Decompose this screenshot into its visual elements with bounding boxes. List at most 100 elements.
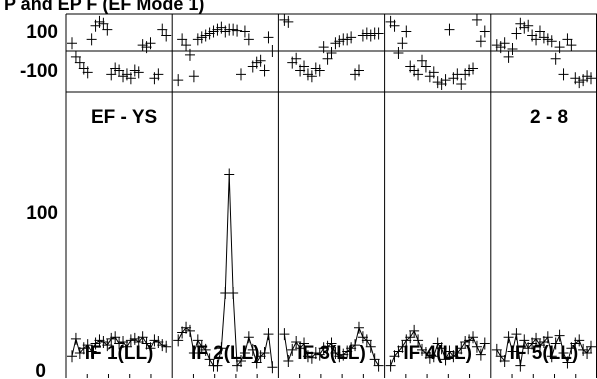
phase-point [353, 64, 364, 77]
phase-point [346, 31, 357, 44]
amplitude-point [566, 342, 577, 355]
phase-point [177, 33, 188, 46]
amplitude-point [188, 347, 199, 360]
amplitude-point [413, 334, 424, 347]
amplitude-point [161, 340, 172, 353]
phase-point [432, 76, 443, 89]
phase-point [389, 19, 400, 32]
amplitude-point [239, 347, 250, 360]
amplitude-point [365, 340, 376, 353]
amplitude-point [436, 342, 447, 355]
phase-point [420, 60, 431, 73]
phase-point [334, 35, 345, 48]
amplitude-point [558, 347, 569, 360]
phase-point [110, 62, 121, 75]
amplitude-point [499, 354, 510, 367]
phase-point [153, 68, 164, 81]
phase-point [173, 74, 184, 87]
amplitude-point [475, 348, 486, 361]
amplitude-point [74, 347, 85, 360]
amplitude-point [330, 347, 341, 360]
phase-point [464, 64, 475, 77]
phase-point [507, 43, 518, 56]
phase-point [538, 31, 549, 44]
amplitude-point [562, 356, 573, 369]
top-ytick-lower: -100 [20, 61, 58, 82]
amplitude-point [78, 342, 89, 355]
amplitude-point [204, 353, 215, 366]
amplitude-point [519, 334, 530, 347]
amplitude-point [385, 359, 396, 372]
top-ytick-upper: 100 [26, 22, 58, 43]
amplitude-point [417, 343, 427, 356]
phase-point [586, 72, 596, 85]
amplitude-point [82, 339, 93, 352]
phase-point [523, 19, 534, 32]
amplitude-point [114, 337, 125, 350]
phase-point [550, 52, 561, 65]
phase-point [232, 24, 243, 37]
amplitude-point [90, 337, 101, 350]
phase-point [70, 50, 81, 63]
phase-point [479, 25, 490, 38]
phase-point [137, 39, 148, 52]
panel-label: IF 5(LL) [510, 343, 579, 364]
panel-frames [65, 13, 597, 378]
amplitude-point [98, 335, 109, 348]
panel-label: IF 4(LL) [403, 343, 472, 364]
phase-point [133, 66, 144, 79]
phase-point [204, 27, 215, 40]
amplitude-point [243, 331, 254, 344]
amplitude-point [181, 321, 192, 334]
phase-point [98, 17, 109, 30]
amplitude-point [196, 340, 207, 353]
amplitude-point [299, 337, 310, 350]
amplitude-point [511, 328, 522, 341]
annotation-right: 2 - 8 [530, 107, 568, 128]
phase-point [444, 23, 455, 36]
phase-point [200, 29, 211, 42]
phase-point [574, 76, 585, 89]
phase-point [291, 52, 302, 65]
phase-point [417, 54, 427, 67]
phase-point [330, 37, 341, 50]
amplitude-point [141, 337, 152, 350]
phase-point [475, 35, 486, 48]
phase-point [511, 27, 522, 40]
amplitude-point [247, 343, 258, 356]
amplitude-point [67, 350, 77, 363]
phase-point [456, 78, 467, 91]
amplitude-point [94, 334, 105, 347]
phase-point [365, 29, 376, 42]
phase-point [114, 64, 125, 77]
phase-point [306, 70, 317, 83]
amplitude-point [428, 350, 439, 363]
amplitude-point [550, 337, 561, 350]
amplitude-point [326, 337, 337, 350]
phase-point [243, 33, 254, 46]
amplitude-point [184, 324, 195, 337]
phase-point [106, 68, 117, 81]
amplitude-point [531, 332, 542, 345]
panel-label: IF 3(LL) [297, 343, 366, 364]
amplitude-point [432, 337, 443, 350]
amplitude-point [322, 340, 333, 353]
amplitude-point [534, 339, 545, 352]
amplitude-point [259, 347, 270, 360]
amplitude-point [334, 350, 345, 363]
amplitude-point [149, 334, 160, 347]
amplitude-point [125, 334, 136, 347]
amplitude-point [338, 348, 349, 361]
amplitude-point [153, 335, 164, 348]
phase-point [326, 46, 337, 59]
phase-point [267, 45, 278, 57]
phase-point [468, 62, 479, 75]
phase-point [471, 13, 482, 26]
amplitude-point [212, 359, 223, 372]
amplitude-point [538, 335, 549, 348]
amplitude-point [361, 334, 372, 347]
phase-point [118, 70, 129, 83]
phase-point [228, 23, 239, 36]
amplitude-point [145, 342, 156, 355]
